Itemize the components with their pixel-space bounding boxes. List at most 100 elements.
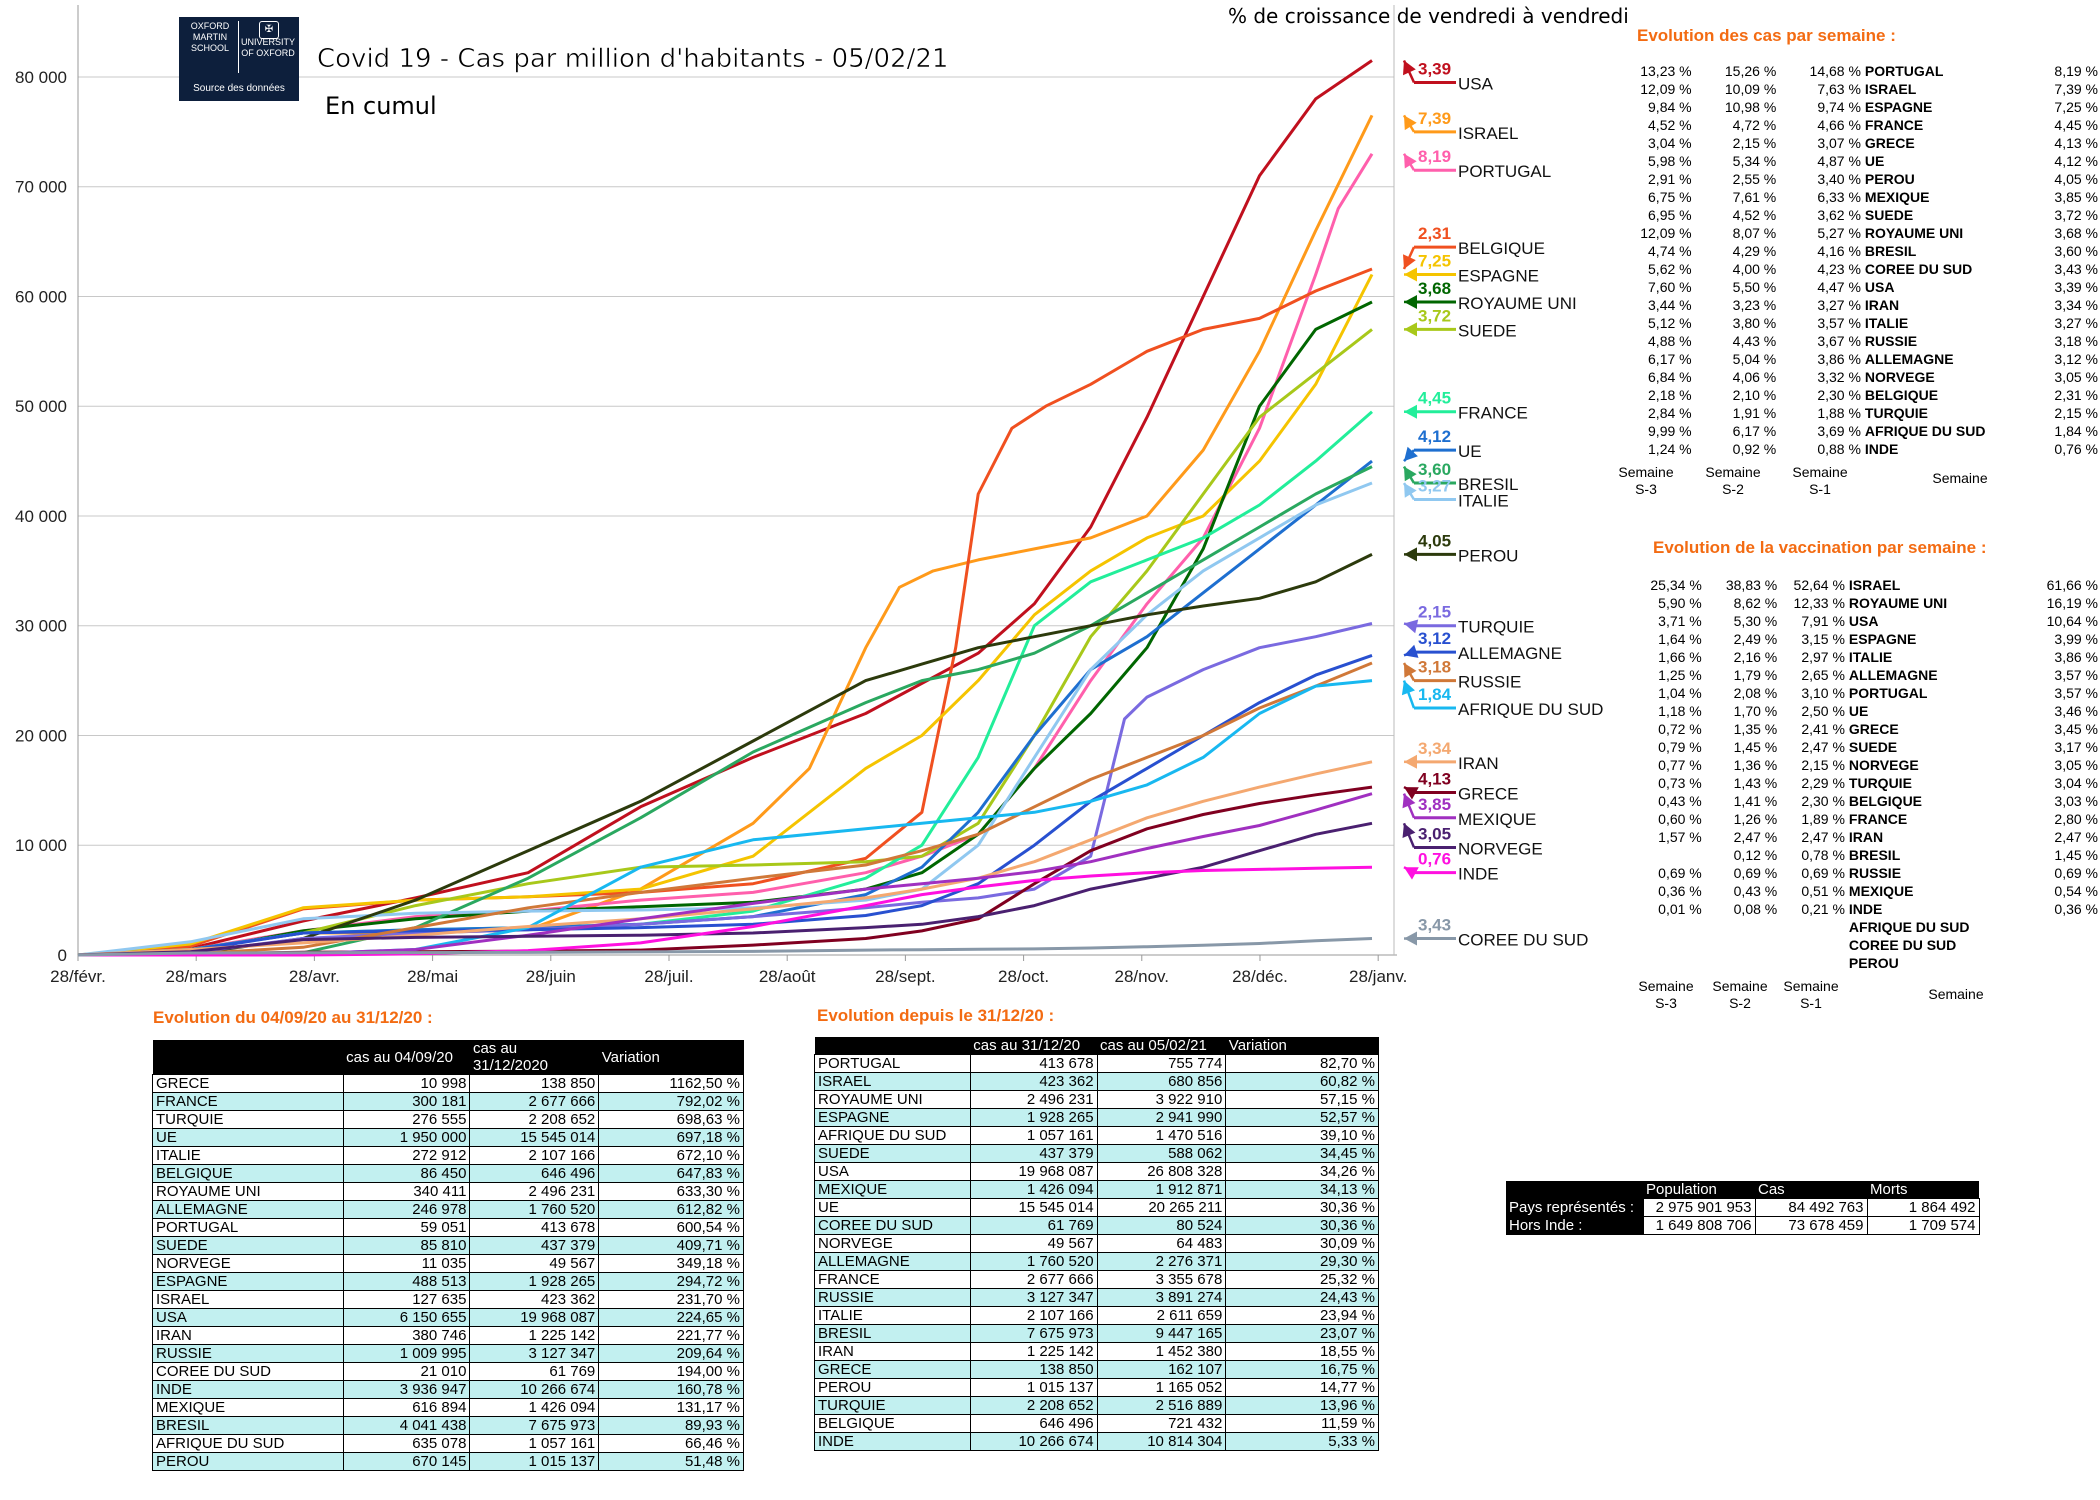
series-line-portugal (77, 153, 1374, 957)
weekly-cases-cell: 6,33 % (1817, 189, 1861, 205)
weekly-vaccination-cell: 0,43 % (1658, 793, 1702, 809)
population-cell: 1 709 574 (1866, 1216, 1980, 1235)
since-dec-cell: 588 062 (1096, 1144, 1227, 1163)
weekly-vaccination-cell: 2,49 % (1733, 631, 1778, 647)
weekly-vaccination-cell: 3,15 % (1801, 631, 1845, 647)
x-tick-label: 28/mai (407, 967, 458, 986)
weekly-cases-row: 6,75 % 7,61 % 6,33 % MEXIQUE 3,85 % (1630, 188, 2100, 206)
x-tick-label: 28/juin (526, 967, 576, 986)
since-dec-cell: 437 379 (969, 1144, 1098, 1163)
since-dec-cell: 2 496 231 (969, 1090, 1098, 1109)
sept-dec-cell: ROYAUME UNI (152, 1182, 344, 1201)
weekly-cases-row: 4,74 % 4,29 % 4,16 % BRESIL 3,60 % (1630, 242, 2100, 260)
sept-dec-cell: GRECE (152, 1074, 344, 1093)
sept-dec-row: ROYAUME UNI 340 411 2 496 231 633,30 % (152, 1182, 744, 1201)
sept-dec-cell: 85 810 (342, 1236, 471, 1255)
weekly-cases-cell: INDE (1864, 441, 1899, 457)
sept-dec-cell: 413 678 (469, 1218, 600, 1237)
weekly-cases-row: 2,18 % 2,10 % 2,30 % BELGIQUE 2,31 % (1630, 386, 2100, 404)
weekly-vaccination-cell: 1,26 % (1733, 811, 1778, 827)
sept-dec-header: cas au 04/09/20 (343, 1040, 470, 1075)
sept-dec-cell: 1162,50 % (598, 1074, 744, 1093)
weekly-cases-row: 6,95 % 4,52 % 3,62 % SUEDE 3,72 % (1630, 206, 2100, 224)
x-tick-label: 28/oct. (998, 967, 1049, 986)
weekly-cases-cell: 3,86 % (1817, 351, 1861, 367)
weekly-cases-cell: 9,74 % (1817, 99, 1861, 115)
sept-dec-cell: MEXIQUE (152, 1398, 344, 1417)
weekly-cases-cell: 2,31 % (2054, 387, 2098, 403)
growth-value-norvege: 3,05 (1418, 824, 1451, 843)
sept-dec-row: INDE 3 936 947 10 266 674 160,78 % (152, 1380, 744, 1399)
since-dec-row: ALLEMAGNE 1 760 520 2 276 371 29,30 % (814, 1252, 1379, 1271)
weekly-cases-row: 5,12 % 3,80 % 3,57 % ITALIE 3,27 % (1630, 314, 2100, 332)
sept-dec-row: FRANCE 300 181 2 677 666 792,02 % (152, 1092, 744, 1111)
sept-dec-cell: 246 978 (342, 1200, 471, 1219)
sept-dec-cell: 1 426 094 (469, 1398, 600, 1417)
since-dec-cell: 15 545 014 (969, 1198, 1098, 1217)
since-dec-cell: 3 355 678 (1096, 1270, 1227, 1289)
sept-dec-cell: 15 545 014 (469, 1128, 600, 1147)
x-tick-label: 28/sept. (875, 967, 936, 986)
sept-dec-cell: 616 894 (342, 1398, 471, 1417)
since-dec-header: Variation (1225, 1037, 1379, 1055)
weekly-cases-cell: 4,87 % (1817, 153, 1861, 169)
since-dec-cell: 3 922 910 (1096, 1090, 1227, 1109)
weekly-vaccination-cell: 0,69 % (1733, 865, 1778, 881)
weekly-vaccination-cell: 1,45 % (2054, 847, 2098, 863)
sept-dec-cell: 423 362 (469, 1290, 600, 1309)
weekly-cases-cell: 7,63 % (1817, 81, 1861, 97)
since-dec-row: BRESIL 7 675 973 9 447 165 23,07 % (814, 1324, 1379, 1343)
weekly-cases-cell: 5,12 % (1648, 315, 1692, 331)
since-dec-cell: 1 015 137 (969, 1378, 1098, 1397)
weekly-cases-cell: 0,76 % (2054, 441, 2098, 457)
sept-dec-cell: 792,02 % (598, 1092, 744, 1111)
weekly-vaccination-cell: 0,69 % (1801, 865, 1845, 881)
since-dec-cell: 413 678 (969, 1054, 1098, 1073)
sept-dec-cell: 349,18 % (598, 1254, 744, 1273)
weekly-cases-cell: 4,52 % (1732, 207, 1777, 223)
label-arrowhead-italie (1404, 483, 1417, 498)
sept-dec-cell: 300 181 (342, 1092, 471, 1111)
x-tick-label: 28/nov. (1115, 967, 1170, 986)
weekly-vaccination-cell: 0,72 % (1658, 721, 1702, 737)
growth-value-mexique: 3,85 (1418, 795, 1451, 814)
weekly-vaccination-cell: 3,05 % (2054, 757, 2098, 773)
series-label-russie: RUSSIE (1458, 673, 1521, 692)
weekly-cases-cell: 5,27 % (1817, 225, 1861, 241)
weekly-cases-cell: 4,29 % (1732, 243, 1777, 259)
label-arrowhead-allemagne (1404, 644, 1419, 658)
weekly-cases-cell: USA (1864, 279, 1895, 295)
sept-dec-row: UE 1 950 000 15 545 014 697,18 % (152, 1128, 744, 1147)
since-dec-cell: GRECE (814, 1360, 971, 1379)
weekly-cases-cell: 4,16 % (1817, 243, 1861, 259)
weekly-vaccination-cell: COREE DU SUD (1848, 937, 1957, 953)
weekly-vaccination-cell: ESPAGNE (1848, 631, 1917, 647)
weekly-cases-cell: 1,24 % (1648, 441, 1692, 457)
weekly-vaccination-cell: GRECE (1848, 721, 1899, 737)
since-dec-cell: 2 276 371 (1096, 1252, 1227, 1271)
y-tick-label: 60 000 (15, 287, 67, 306)
sept-dec-cell: 51,48 % (598, 1452, 744, 1471)
since-dec-cell: 30,36 % (1225, 1198, 1379, 1217)
weekly-vaccination-cell: 2,47 % (1801, 739, 1845, 755)
weekly-vaccination-cell: PEROU (1848, 955, 1899, 971)
y-tick-label: 0 (58, 946, 67, 965)
sept-dec-cell: 138 850 (469, 1074, 600, 1093)
growth-value-usa: 3,39 (1418, 59, 1451, 78)
weekly-vaccination-cell: 25,34 % (1650, 577, 1702, 593)
population-cell: 84 492 763 (1754, 1198, 1868, 1217)
weekly-cases-row: 5,98 % 5,34 % 4,87 % UE 4,12 % (1630, 152, 2100, 170)
weekly-vaccination-cell: 3,45 % (2054, 721, 2098, 737)
sept-dec-cell: 21 010 (342, 1362, 471, 1381)
weekly-cases-cell: 3,04 % (1648, 135, 1692, 151)
growth-value-france: 4,45 (1418, 389, 1451, 408)
since-dec-cell: BELGIQUE (814, 1414, 971, 1433)
sept-dec-cell: 61 769 (469, 1362, 600, 1381)
sept-dec-cell: NORVEGE (152, 1254, 344, 1273)
weekly-vaccination-cell: 1,41 % (1733, 793, 1778, 809)
weekly-cases-row: 5,62 % 4,00 % 4,23 % COREE DU SUD 3,43 % (1630, 260, 2100, 278)
series-label-france: FRANCE (1458, 404, 1528, 423)
weekly-cases-cell: 2,18 % (1648, 387, 1692, 403)
weekly-vaccination-cell: 3,17 % (2054, 739, 2098, 755)
